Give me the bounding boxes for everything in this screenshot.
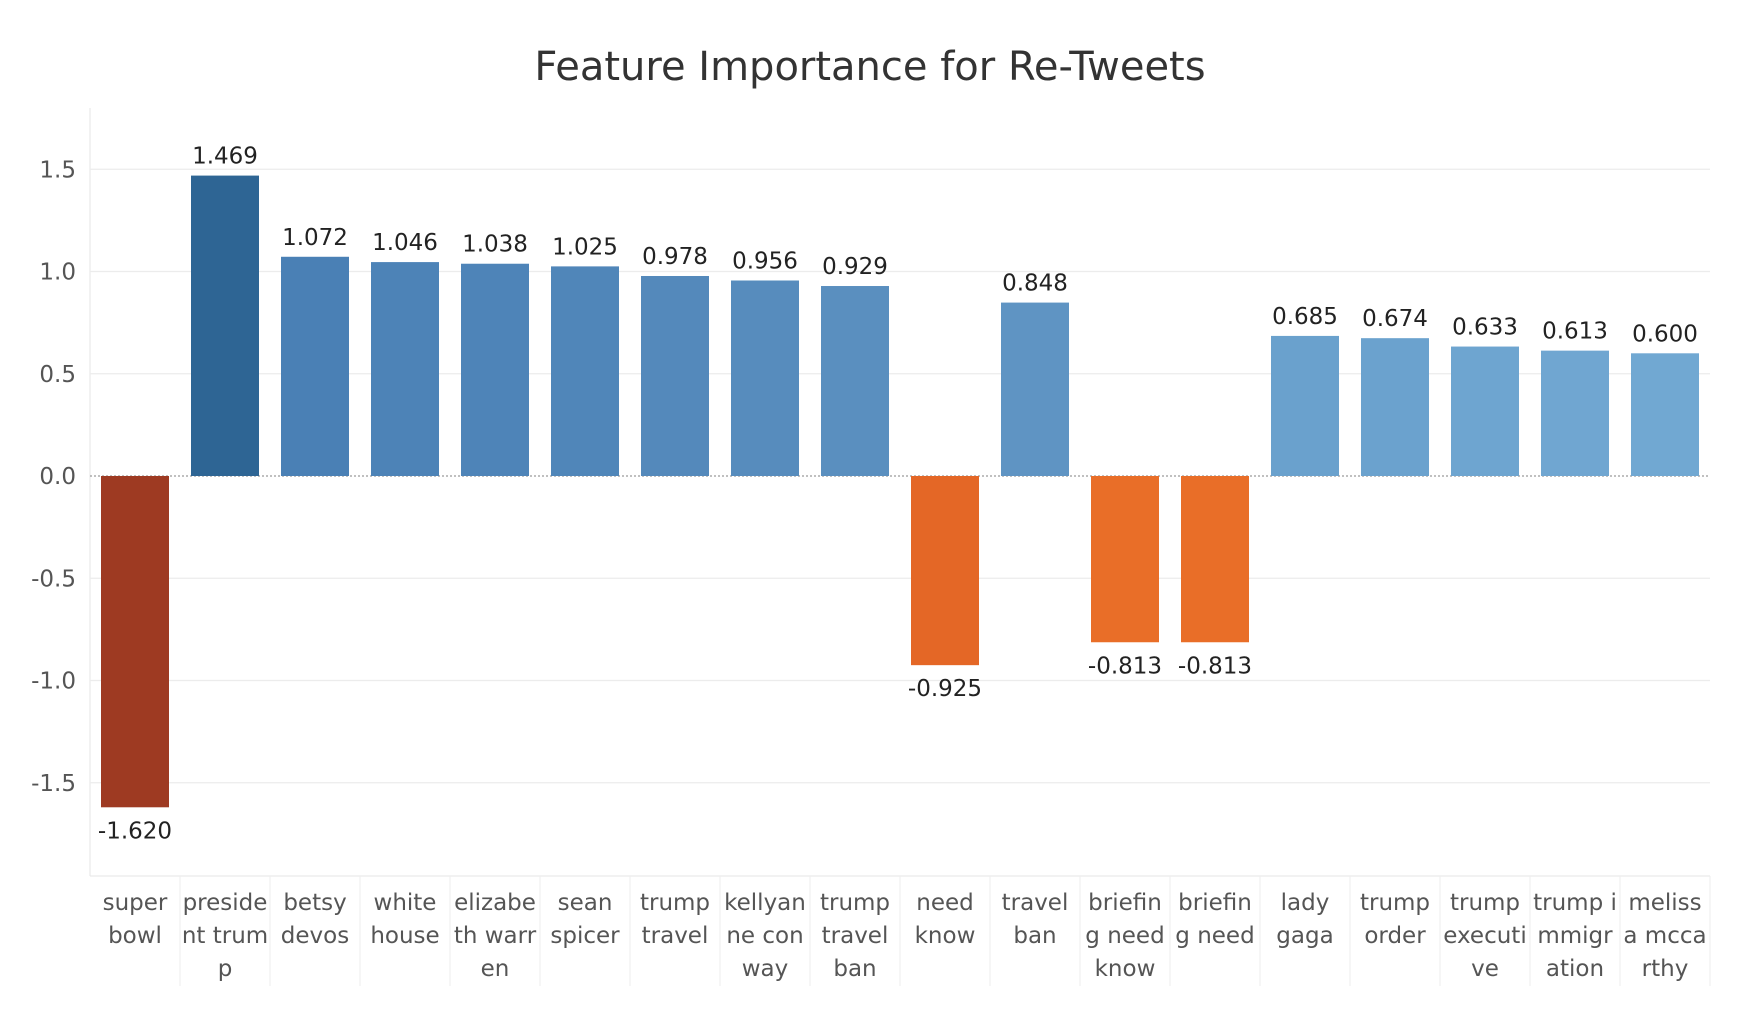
y-tick-label: 0.5	[39, 362, 76, 388]
bar	[1001, 302, 1069, 476]
category-label: trump executi ve	[1443, 890, 1526, 982]
bar	[1631, 353, 1699, 476]
category-label: preside nt trum p	[182, 890, 268, 982]
bar	[281, 256, 349, 476]
data-label: 1.046	[372, 230, 438, 256]
bar	[1091, 476, 1159, 643]
category-label: trump travel	[640, 890, 710, 949]
category-label: elizabe th warr en	[454, 890, 537, 982]
bar	[1361, 338, 1429, 476]
data-label: 0.848	[1002, 271, 1068, 297]
chart-title: Feature Importance for Re-Tweets	[534, 44, 1205, 90]
category-label: sean spicer	[550, 890, 620, 949]
category-label: briefin g need	[1175, 890, 1254, 949]
y-tick-label: 0.0	[39, 464, 76, 490]
data-label: 0.600	[1632, 321, 1698, 347]
y-tick-label: -1.5	[31, 771, 76, 797]
gridlines	[89, 108, 1710, 877]
category-label: betsy devos	[281, 890, 349, 949]
data-label: 0.633	[1452, 315, 1518, 341]
category-label: trump order	[1360, 890, 1430, 949]
data-label: 1.469	[192, 144, 258, 170]
bar	[1541, 350, 1609, 476]
bar	[191, 175, 259, 477]
bar	[461, 263, 529, 476]
bar	[551, 266, 619, 476]
bar	[371, 262, 439, 476]
bar	[1271, 335, 1339, 476]
category-label: lady gaga	[1276, 890, 1333, 949]
data-label: -0.813	[1178, 653, 1252, 679]
bar	[821, 286, 889, 476]
bars	[101, 175, 1699, 808]
bar	[731, 280, 799, 476]
bar	[1181, 476, 1249, 643]
y-tick-label: -1.0	[31, 669, 76, 695]
category-label: meliss a mcca rthy	[1623, 890, 1706, 982]
y-tick-label: 1.5	[39, 157, 76, 183]
category-label: travel ban	[1002, 890, 1069, 949]
category-label: need know	[915, 890, 976, 949]
category-label: super bowl	[103, 890, 168, 949]
category-label: trump travel ban	[820, 890, 890, 982]
y-tick-label: 1.0	[39, 260, 76, 286]
data-label: 0.674	[1362, 306, 1428, 332]
data-label: 0.613	[1542, 319, 1608, 345]
bar	[641, 275, 709, 476]
data-label: -0.813	[1088, 653, 1162, 679]
bar	[101, 476, 169, 808]
bar	[911, 476, 979, 666]
data-label: 1.025	[552, 234, 618, 260]
y-axis: 1.5 1.0 0.5 0.0 -0.5 -1.0 -1.5	[31, 157, 76, 797]
bar	[1451, 346, 1519, 476]
y-tick-label: -0.5	[31, 566, 76, 592]
category-label: white house	[370, 890, 439, 949]
value-labels: -1.620 1.469 1.072 1.046 1.038 1.025 0.978 0.95…	[98, 144, 1698, 845]
data-label: -1.620	[98, 818, 172, 844]
category-label: kellyan ne con way	[724, 890, 806, 982]
data-label: 0.956	[732, 248, 798, 274]
data-label: 0.929	[822, 254, 888, 280]
data-label: 1.038	[462, 232, 528, 258]
data-label: -0.925	[908, 676, 982, 702]
category-label: trump i mmigr ation	[1533, 890, 1617, 982]
data-label: 0.685	[1272, 304, 1338, 330]
data-label: 0.978	[642, 244, 708, 270]
data-label: 1.072	[282, 225, 348, 251]
category-label: briefin g need know	[1085, 890, 1164, 982]
